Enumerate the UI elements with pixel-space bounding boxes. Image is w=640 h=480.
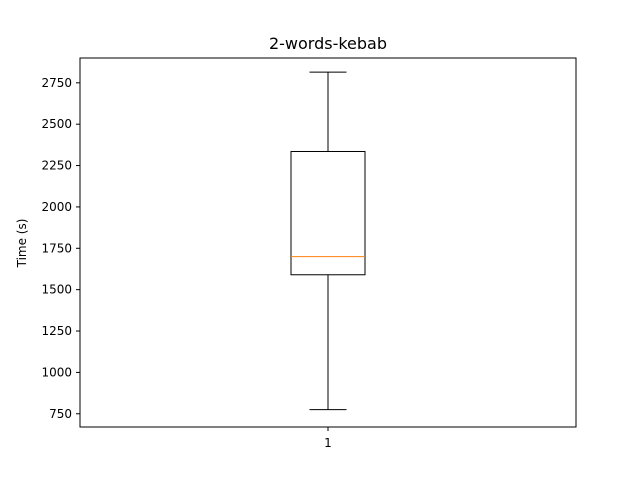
iqr-box	[290, 150, 366, 276]
y-tick-label: 2250	[41, 159, 72, 173]
y-tick-label: 2500	[41, 117, 72, 131]
y-tick-label: 1000	[41, 365, 72, 379]
chart-title: 2-words-kebab	[269, 34, 387, 53]
y-tick-label: 750	[49, 407, 72, 421]
y-axis-label: Time (s)	[15, 219, 29, 269]
plot-area	[290, 71, 366, 411]
y-tick-label: 2750	[41, 76, 72, 90]
y-tick-label: 2000	[41, 200, 72, 214]
y-tick-label: 1500	[41, 283, 72, 297]
y-tick-label: 1250	[41, 324, 72, 338]
x-tick-label: 1	[324, 436, 332, 450]
y-tick-label: 1750	[41, 241, 72, 255]
